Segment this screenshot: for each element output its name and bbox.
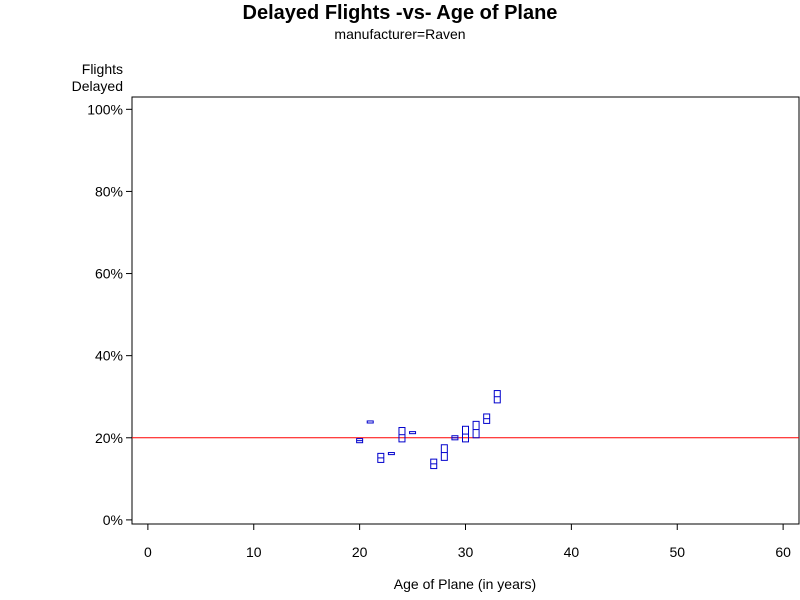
data-point xyxy=(451,435,459,441)
data-point xyxy=(472,420,480,439)
data-point xyxy=(462,425,469,443)
y-tick-label: 20% xyxy=(95,430,123,446)
chart-subtitle: manufacturer=Raven xyxy=(334,26,466,42)
x-tick-label: 30 xyxy=(458,544,474,560)
data-point xyxy=(387,452,395,456)
range-box xyxy=(387,452,395,456)
plot-frame xyxy=(131,96,800,525)
y-tick-label: 80% xyxy=(95,183,123,199)
range-box xyxy=(366,420,374,424)
x-tick-label: 60 xyxy=(775,544,791,560)
x-tick-label: 10 xyxy=(246,544,262,560)
x-tick-label: 40 xyxy=(564,544,580,560)
axes-group: 0% 20% 40% 60% 80% 100% 0 10 20 30 40 50 60 xyxy=(87,96,800,560)
data-point xyxy=(483,413,491,424)
x-tick-label: 50 xyxy=(669,544,685,560)
x-tick-label: 0 xyxy=(144,544,152,560)
x-axis-label: Age of Plane (in years) xyxy=(393,576,537,592)
data-point xyxy=(409,431,417,435)
chart-title: Delayed Flights -vs- Age of Plane xyxy=(242,2,558,24)
data-point xyxy=(440,444,448,461)
y-axis-label-line2: Delayed xyxy=(71,78,123,94)
data-marks-group xyxy=(356,390,501,470)
y-tick-label: 40% xyxy=(95,348,123,364)
data-point xyxy=(493,390,501,404)
y-tick-label: 0% xyxy=(103,512,123,528)
data-point xyxy=(377,452,385,463)
range-box xyxy=(409,431,417,435)
data-point xyxy=(430,458,438,470)
data-point xyxy=(366,420,374,424)
x-tick-label: 20 xyxy=(352,544,368,560)
y-axis-label-line1: Flights xyxy=(81,61,123,77)
y-tick-label: 60% xyxy=(95,266,123,282)
y-tick-label: 100% xyxy=(87,101,123,117)
data-point xyxy=(356,438,364,444)
data-point xyxy=(398,427,406,443)
